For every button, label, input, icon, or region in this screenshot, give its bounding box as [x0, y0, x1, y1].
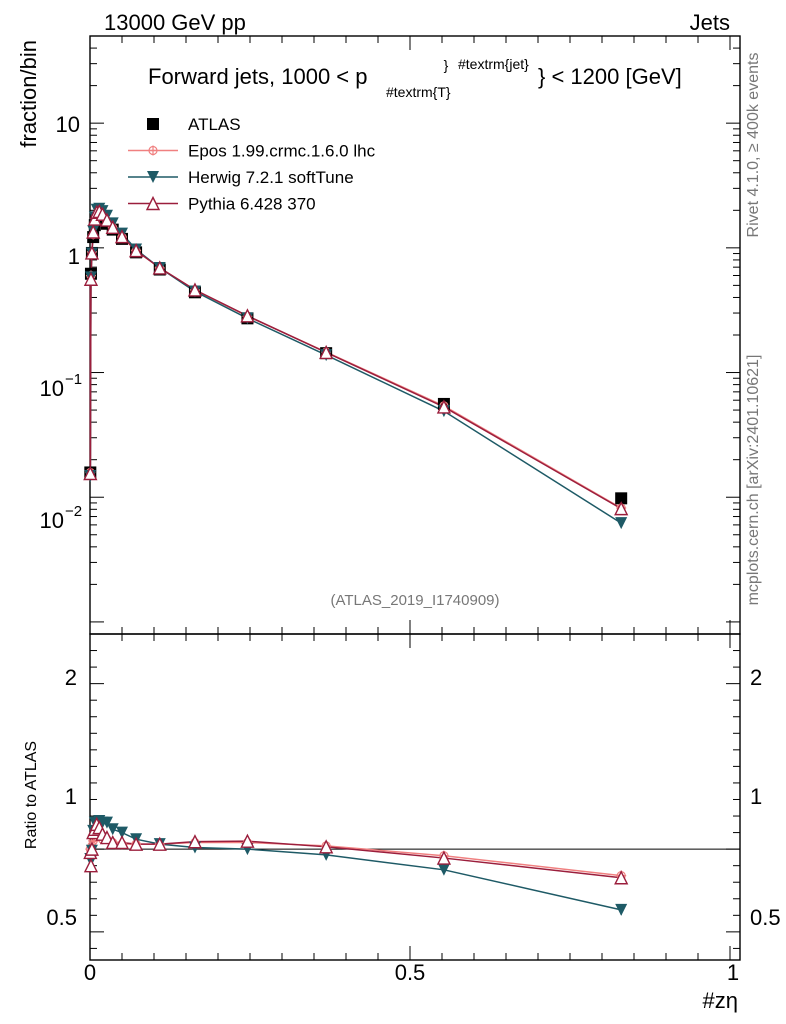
ratio-ytick-1: 1 [65, 784, 77, 809]
ytick-label-0-01: 10 [40, 508, 64, 533]
series-line-pythia-6-428-370 [89, 210, 622, 510]
point-atlas [615, 492, 628, 505]
point-pythia-6-428-370 [86, 224, 101, 239]
ratio-line-herwig-7-2-1-softtune [89, 820, 622, 911]
legend-marker-pythia-6-428-370 [145, 195, 161, 211]
legend-marker-herwig-7-2-1-softtune [147, 171, 159, 183]
ytick-exp-0-01: −2 [65, 503, 82, 520]
point-pythia-6-428-370 [319, 344, 334, 360]
ratio-point-herwig-7-2-1-softtune [115, 826, 128, 839]
ratio-ytick-2-right: 2 [750, 665, 762, 690]
chart-title-suffix: } < 1200 [GeV] [538, 64, 682, 89]
analysis-tag: (ATLAS_2019_I1740909) [330, 592, 499, 609]
ratio-point-pythia-6-428-370 [105, 834, 120, 850]
ratio-point-pythia-6-428-370 [84, 841, 100, 856]
ratio-point-pythia-6-428-370 [187, 834, 203, 849]
header-right: Jets [690, 10, 730, 35]
point-pythia-6-428-370 [614, 501, 629, 516]
x-axis-label: #zη [703, 988, 738, 1013]
ratio-ytick-1-right: 1 [750, 784, 762, 809]
ratio-ylabel: Ratio to ATLAS [23, 741, 40, 849]
ratio-panel-frame [89, 633, 741, 961]
point-pythia-6-428-370 [114, 229, 130, 244]
ratio-point-herwig-7-2-1-softtune [437, 863, 450, 876]
ratio-point-pythia-6-428-370 [614, 870, 629, 885]
ratio-point-herwig-7-2-1-softtune [615, 903, 628, 916]
mcplots-label: mcplots.cern.ch [arXiv:2401.10621] [745, 355, 762, 606]
legend-label-pythia-6-428-370: Pythia 6.428 370 [188, 195, 316, 214]
legend-label-herwig-7-2-1-softtune: Herwig 7.2.1 softTune [188, 168, 354, 187]
ratio-data-layer [83, 814, 629, 916]
ratio-ytick-0-5-right: 0.5 [750, 905, 781, 930]
point-pythia-6-428-370 [83, 271, 99, 286]
chart-title: Forward jets, 1000 < p [148, 64, 368, 89]
ytick-label-0-1: 10 [40, 376, 64, 401]
point-pythia-6-428-370 [99, 212, 115, 227]
rivet-label: Rivet 4.1.0, ≥ 400k events [745, 53, 762, 238]
header-left: 13000 GeV pp [104, 10, 246, 35]
point-pythia-6-428-370 [187, 282, 203, 297]
ratio-point-pythia-6-428-370 [152, 836, 167, 851]
series-line-epos-1-99-crmc-1-6-0-lhc [89, 212, 622, 509]
legend-label-epos-1-99-crmc-1-6-0-lhc: Epos 1.99.crmc.1.6.0 lhc [188, 142, 376, 161]
legend-marker-atlas [147, 118, 159, 130]
chart-title-sup: #textrm{jet} [458, 56, 529, 72]
main-data-layer [83, 202, 629, 530]
ratio-line-pythia-6-428-370 [89, 822, 622, 879]
point-pythia-6-428-370 [83, 465, 98, 481]
x-ticks [89, 36, 731, 960]
ratio-ytick-2: 2 [65, 665, 77, 690]
legend-label-atlas: ATLAS [188, 115, 241, 134]
point-pythia-6-428-370 [84, 245, 100, 260]
ratio-point-pythia-6-428-370 [128, 836, 144, 851]
ratio-point-pythia-6-428-370 [436, 850, 452, 865]
chart-title-brace-open: } [444, 57, 449, 73]
point-pythia-6-428-370 [152, 260, 167, 275]
point-pythia-6-428-370 [128, 243, 144, 258]
ytick-label-1: 1 [68, 244, 80, 269]
point-pythia-6-428-370 [436, 399, 452, 414]
ratio-ytick-0-5: 0.5 [46, 905, 77, 930]
xtick-0-5: 0.5 [395, 960, 426, 985]
point-pythia-6-428-370 [240, 308, 255, 323]
ratio-y-ticks [90, 633, 740, 949]
point-herwig-7-2-1-softtune [615, 517, 628, 530]
ratio-point-pythia-6-428-370 [83, 858, 99, 873]
point-pythia-6-428-370 [105, 219, 120, 235]
ytick-exp-0-1: −1 [65, 371, 82, 388]
main-y-ticks [90, 35, 740, 623]
xtick-1: 1 [727, 960, 739, 985]
ratio-point-pythia-6-428-370 [114, 834, 130, 850]
ratio-point-pythia-6-428-370 [240, 833, 255, 848]
chart-title-sub: #textrm{T} [386, 84, 451, 100]
main-ylabel: fraction/bin [16, 40, 41, 148]
ratio-point-herwig-7-2-1-softtune [106, 823, 119, 836]
ratio-point-pythia-6-428-370 [319, 839, 334, 854]
ratio-point-herwig-7-2-1-softtune [100, 816, 113, 829]
legend: ATLAS Epos 1.99.crmc.1.6.0 lhc Herwig 7.2.… [128, 115, 376, 214]
ytick-label-10: 10 [56, 112, 80, 137]
xtick-0: 0 [84, 960, 96, 985]
